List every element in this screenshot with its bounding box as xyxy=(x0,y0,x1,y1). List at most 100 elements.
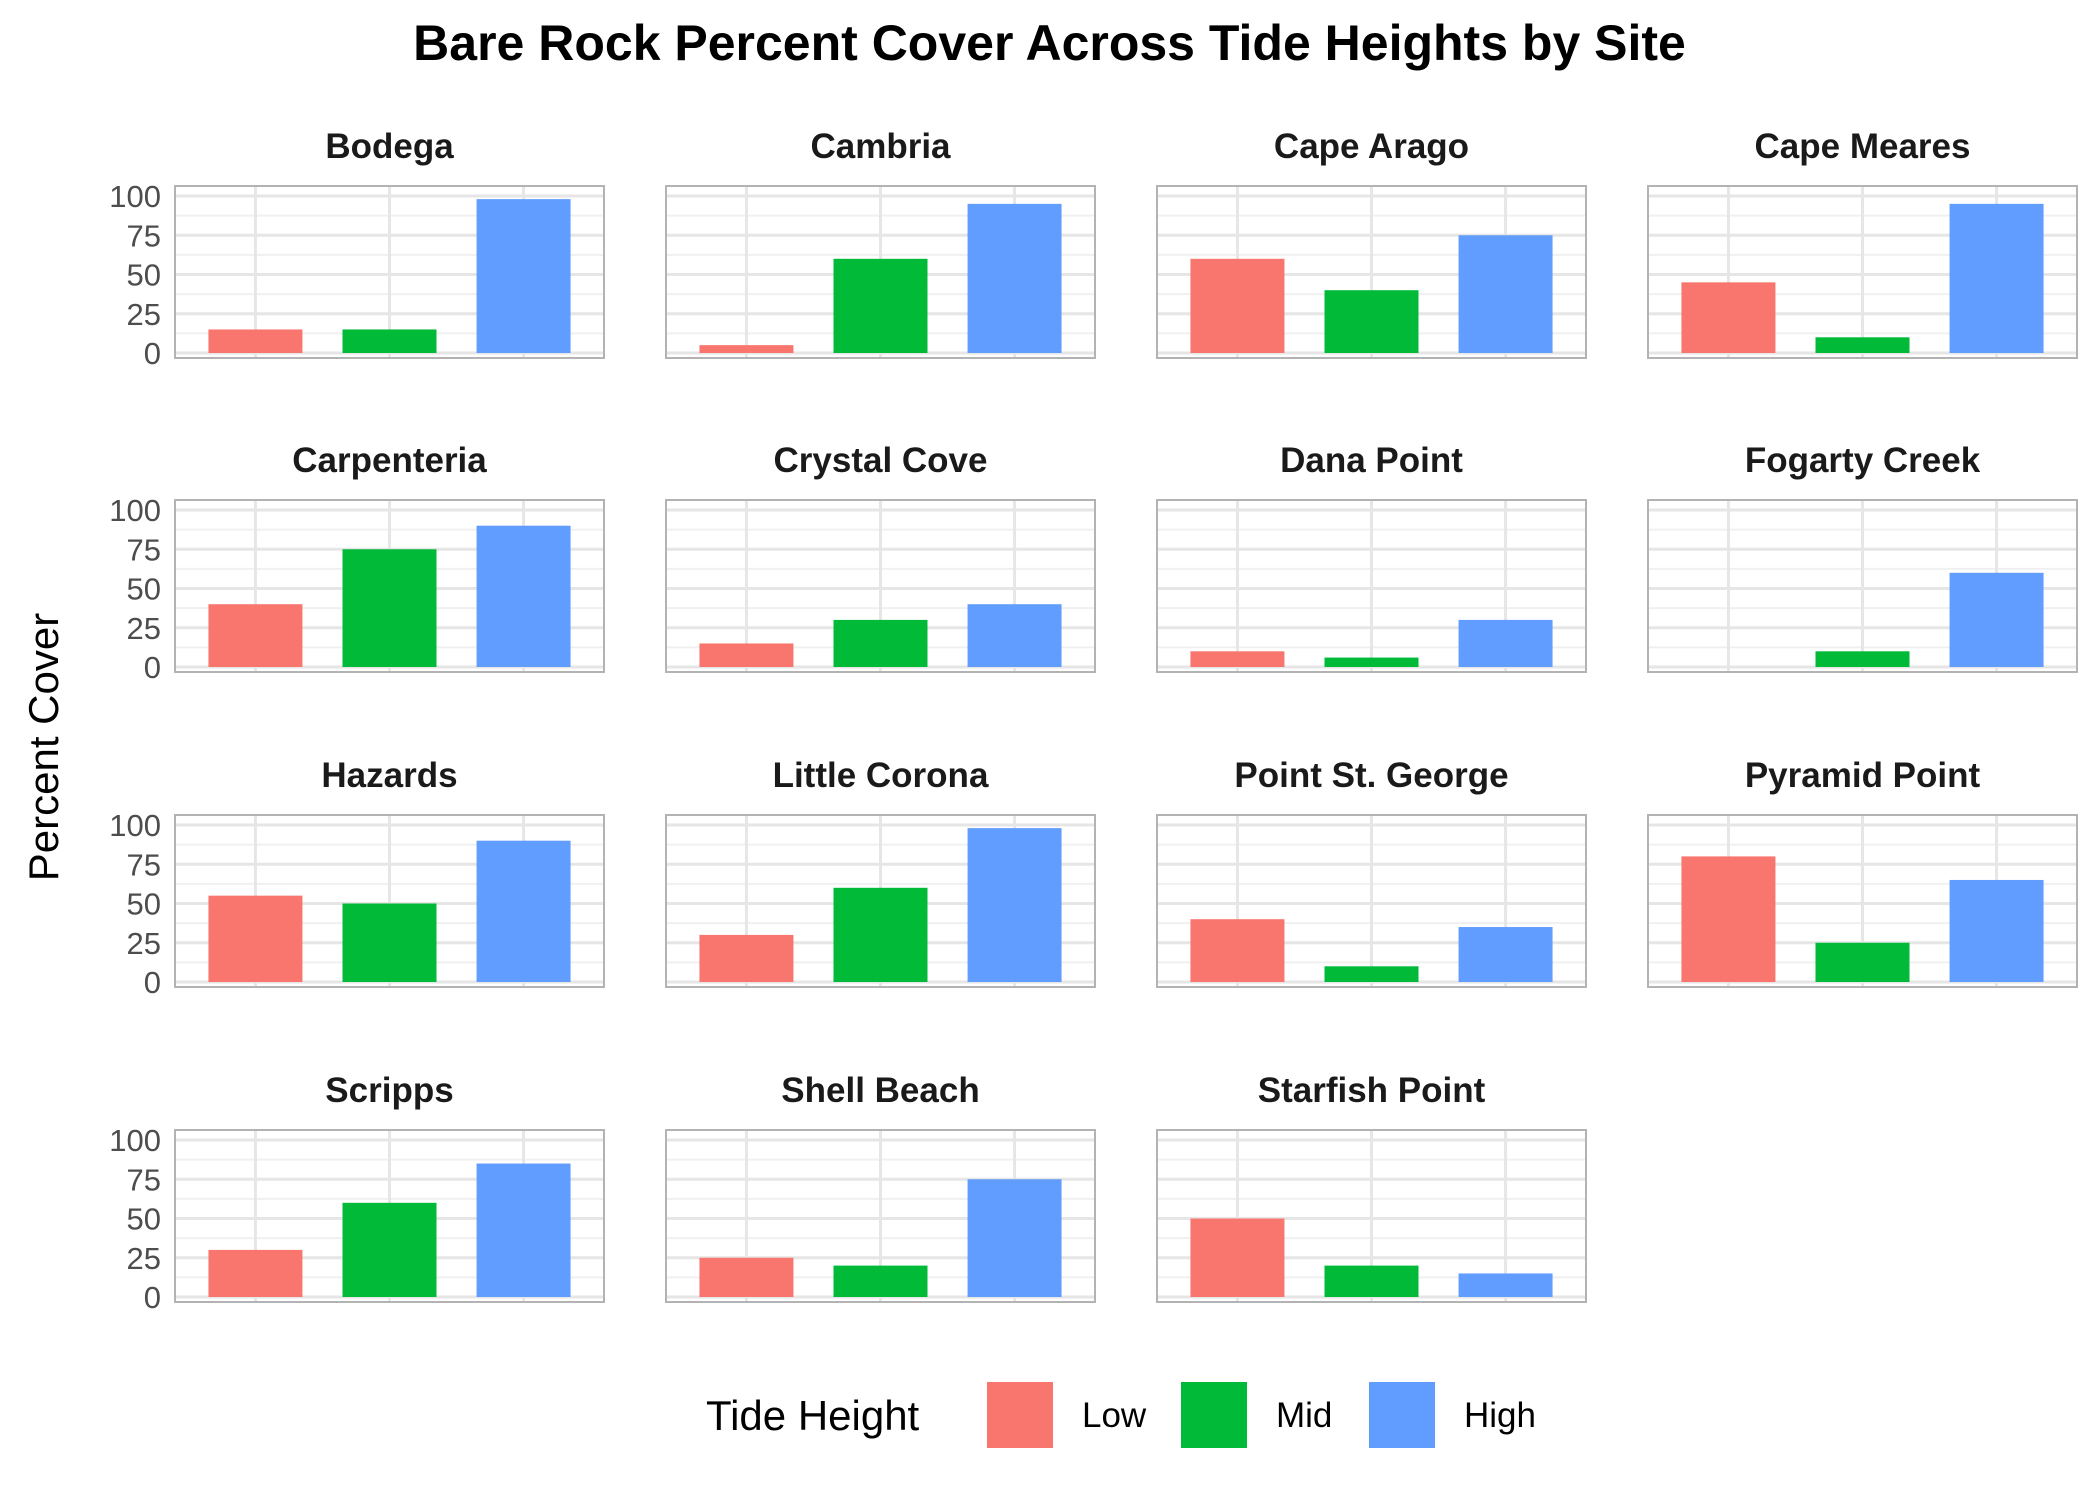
y-tick-label: 0 xyxy=(144,1280,161,1315)
bar-cape-arago-low xyxy=(1190,258,1285,353)
facet-title-cambria: Cambria xyxy=(810,127,951,166)
y-tick-label: 25 xyxy=(127,297,161,332)
facet-starfish-point: Starfish Point xyxy=(1156,1071,1587,1303)
facet-cape-meares: Cape Meares xyxy=(1647,127,2078,359)
facet-shell-beach: Shell Beach xyxy=(665,1071,1096,1303)
bar-starfish-point-low xyxy=(1190,1218,1285,1297)
y-tick-label: 50 xyxy=(127,258,161,293)
panel-border xyxy=(665,185,1096,359)
chart-title: Bare Rock Percent Cover Across Tide Heig… xyxy=(413,15,1686,71)
facet-pyramid-point: Pyramid Point xyxy=(1647,756,2078,988)
panel-border xyxy=(174,814,605,988)
legend-label-high: High xyxy=(1464,1396,1536,1435)
bar-point-st-george-mid xyxy=(1324,966,1419,982)
facet-title-dana-point: Dana Point xyxy=(1280,441,1463,480)
facet-title-bodega: Bodega xyxy=(325,127,454,166)
y-tick-label: 25 xyxy=(127,611,161,646)
panel-border xyxy=(174,1129,605,1303)
facet-cambria: Cambria xyxy=(665,127,1096,359)
facet-hazards: Hazards 0 25 50 75 100 xyxy=(109,756,605,1000)
y-tick-label: 0 xyxy=(144,336,161,371)
y-tick-label: 25 xyxy=(127,926,161,961)
bar-cape-arago-high xyxy=(1458,235,1553,353)
bar-little-corona-high xyxy=(967,828,1062,982)
facet-carpenteria: Carpenteria 0 25 50 75 100 xyxy=(109,441,605,685)
bar-starfish-point-high xyxy=(1458,1273,1553,1297)
bar-fogarty-creek-mid xyxy=(1815,651,1910,667)
bar-fogarty-creek-high xyxy=(1949,572,2044,667)
bar-shell-beach-mid xyxy=(833,1265,928,1297)
legend-label-low: Low xyxy=(1082,1396,1147,1435)
bar-point-st-george-high xyxy=(1458,927,1553,982)
bar-shell-beach-high xyxy=(967,1179,1062,1297)
facet-title-crystal-cove: Crystal Cove xyxy=(774,441,988,480)
facet-point-st-george: Point St. George xyxy=(1156,756,1587,988)
y-tick-label: 50 xyxy=(127,1202,161,1237)
y-tick-label: 100 xyxy=(109,1123,161,1158)
bar-dana-point-low xyxy=(1190,651,1285,667)
bar-carpenteria-high xyxy=(476,525,571,667)
facet-title-little-corona: Little Corona xyxy=(773,756,989,795)
facet-bodega: Bodega 0 25 50 75 100 xyxy=(109,127,605,371)
y-tick-label: 0 xyxy=(144,965,161,1000)
panel-border xyxy=(665,1129,1096,1303)
facet-fogarty-creek: Fogarty Creek xyxy=(1647,441,2078,673)
panel-border xyxy=(1647,185,2078,359)
facet-little-corona: Little Corona xyxy=(665,756,1096,988)
legend-swatch-mid xyxy=(1181,1382,1247,1448)
bar-crystal-cove-high xyxy=(967,604,1062,667)
panel-border xyxy=(1156,499,1587,673)
bar-point-st-george-low xyxy=(1190,919,1285,982)
legend-title: Tide Height xyxy=(706,1392,920,1439)
bar-bodega-high xyxy=(476,199,571,353)
bar-hazards-mid xyxy=(342,903,437,982)
y-tick-label: 50 xyxy=(127,887,161,922)
bar-cambria-high xyxy=(967,203,1062,353)
facet-title-shell-beach: Shell Beach xyxy=(781,1071,979,1110)
bar-cape-meares-mid xyxy=(1815,337,1910,353)
bar-scripps-low xyxy=(208,1249,303,1297)
legend-swatch-high xyxy=(1369,1382,1435,1448)
y-tick-label: 0 xyxy=(144,650,161,685)
y-tick-label: 75 xyxy=(127,1162,161,1197)
bar-starfish-point-mid xyxy=(1324,1265,1419,1297)
y-tick-label: 100 xyxy=(109,179,161,214)
panel-border xyxy=(665,499,1096,673)
facet-scripps: Scripps 0 25 50 75 100 xyxy=(109,1071,605,1315)
bar-bodega-low xyxy=(208,329,303,353)
bar-cape-arago-mid xyxy=(1324,290,1419,353)
panel-border xyxy=(1647,499,2078,673)
bar-bodega-mid xyxy=(342,329,437,353)
bar-hazards-high xyxy=(476,840,571,982)
panel-border xyxy=(174,185,605,359)
y-tick-label: 50 xyxy=(127,572,161,607)
bar-shell-beach-low xyxy=(699,1257,794,1297)
panel-border xyxy=(174,499,605,673)
facet-title-starfish-point: Starfish Point xyxy=(1258,1071,1486,1110)
y-tick-label: 75 xyxy=(127,532,161,567)
bar-pyramid-point-mid xyxy=(1815,942,1910,982)
facet-title-point-st-george: Point St. George xyxy=(1234,756,1508,795)
bar-pyramid-point-low xyxy=(1681,856,1776,982)
bar-carpenteria-mid xyxy=(342,549,437,667)
facet-cape-arago: Cape Arago xyxy=(1156,127,1587,359)
panel-border xyxy=(1156,814,1587,988)
bar-hazards-low xyxy=(208,895,303,982)
facet-title-fogarty-creek: Fogarty Creek xyxy=(1745,441,1981,480)
bar-scripps-high xyxy=(476,1163,571,1297)
bar-little-corona-mid xyxy=(833,887,928,982)
bar-dana-point-mid xyxy=(1324,657,1419,667)
bar-carpenteria-low xyxy=(208,604,303,667)
bar-crystal-cove-low xyxy=(699,643,794,667)
y-tick-label: 100 xyxy=(109,493,161,528)
facet-title-scripps: Scripps xyxy=(325,1071,453,1110)
legend: Tide Height Low Mid High xyxy=(706,1382,1536,1448)
legend-label-mid: Mid xyxy=(1276,1396,1332,1435)
panel-border xyxy=(1156,1129,1587,1303)
bar-little-corona-low xyxy=(699,934,794,982)
facet-title-pyramid-point: Pyramid Point xyxy=(1745,756,1981,795)
bar-cape-meares-high xyxy=(1949,203,2044,353)
facet-title-hazards: Hazards xyxy=(321,756,457,795)
